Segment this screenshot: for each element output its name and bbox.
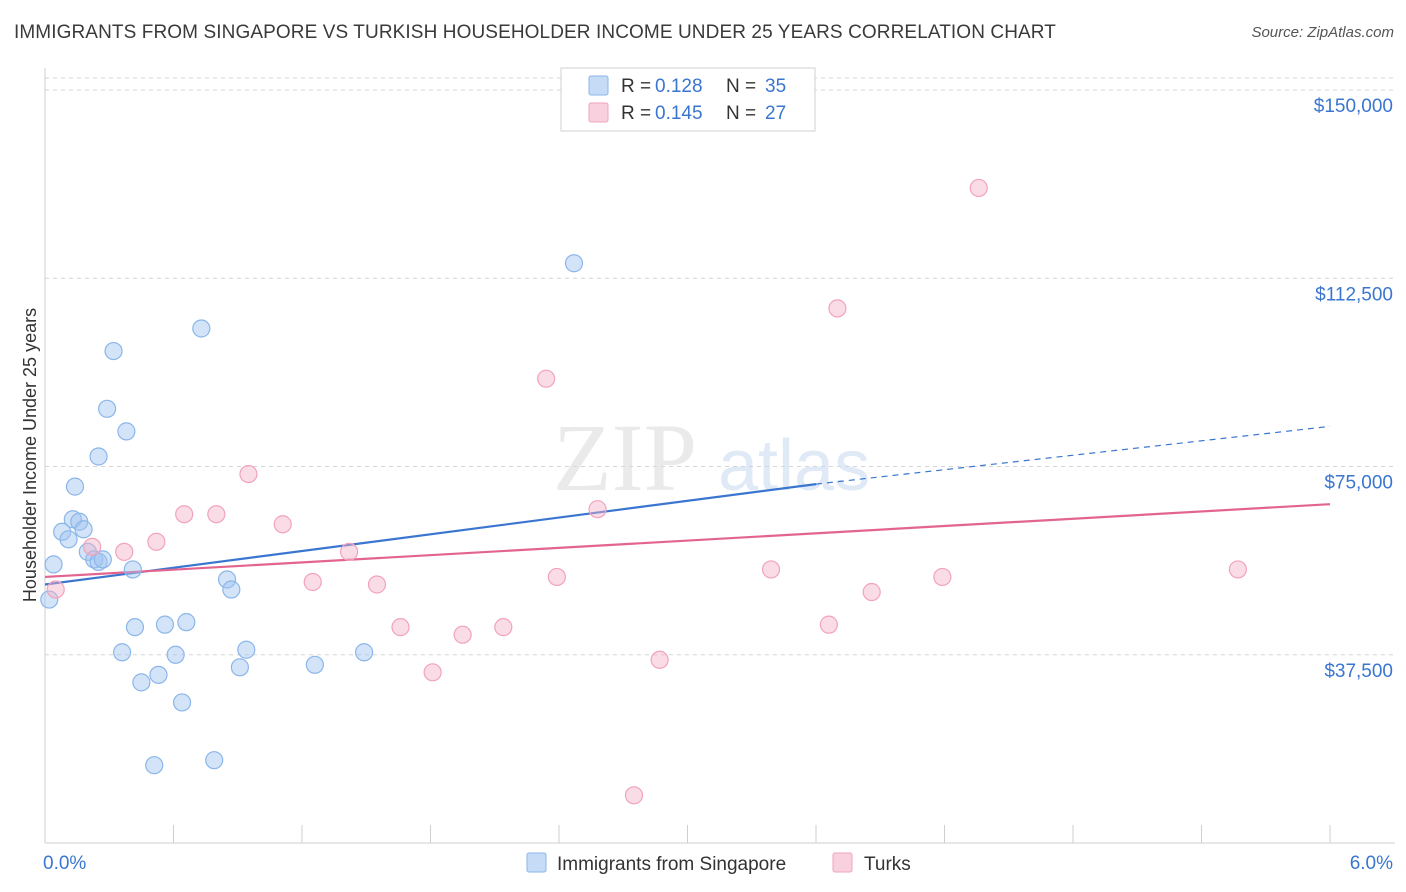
point-blue [172, 693, 192, 712]
point-blue [237, 640, 256, 659]
point-blue [93, 550, 112, 569]
series-legend-label-turks: Turks [864, 854, 911, 875]
point-pink [453, 625, 472, 644]
point-pink [207, 505, 226, 524]
y-tick-label: $75,000 [1324, 473, 1393, 494]
point-pink [624, 786, 644, 805]
trend-line-blue [44, 483, 817, 586]
point-blue [205, 751, 224, 770]
point-pink [588, 500, 607, 519]
point-blue [65, 477, 85, 496]
x-tick-label: 6.0% [1350, 853, 1393, 874]
trend-line-extension-blue [815, 425, 1331, 485]
point-pink [819, 615, 838, 634]
point-blue [149, 665, 168, 684]
point-pink [83, 537, 102, 556]
point-blue [222, 580, 241, 599]
point-blue [145, 756, 164, 775]
y-tick-label: $112,500 [1315, 284, 1393, 305]
point-blue [89, 447, 108, 466]
y-tick-label: $37,500 [1324, 661, 1393, 682]
legend-r-value: 0.145 [655, 103, 703, 124]
point-blue [117, 422, 136, 441]
trend-line-pink [44, 503, 1331, 579]
point-pink [340, 542, 359, 561]
point-pink [367, 575, 387, 594]
watermark-zip: ZIP [553, 404, 697, 511]
gridlines [45, 77, 1395, 656]
point-blue [40, 590, 59, 609]
point-pink [547, 567, 566, 587]
point-pink [423, 663, 442, 682]
point-pink [650, 650, 669, 669]
point-pink [494, 618, 513, 637]
legend-n-value: 35 [765, 76, 786, 97]
point-blue [305, 655, 324, 674]
point-pink [969, 178, 988, 198]
point-blue [564, 254, 584, 273]
point-pink [761, 560, 781, 579]
series-legend: Immigrants from Singapore Turks [526, 852, 911, 875]
legend-n-label: N = [726, 76, 756, 97]
point-pink [115, 542, 134, 561]
legend-swatch-pink [588, 102, 609, 123]
point-pink [46, 580, 65, 599]
legend-r-value: 0.128 [655, 76, 703, 97]
series-legend-swatch-turks [832, 852, 853, 873]
point-blue [355, 643, 374, 662]
point-blue [98, 399, 117, 418]
axes [44, 68, 1395, 844]
legend-swatch-blue [588, 75, 609, 96]
point-blue [177, 613, 196, 632]
series-legend-label-singapore: Immigrants from Singapore [557, 854, 786, 875]
legend-n-value: 27 [765, 103, 786, 124]
point-blue [74, 520, 93, 539]
y-axis-label: Householder Income Under 25 years [20, 308, 40, 602]
legend-n-label: N = [726, 103, 756, 124]
series-legend-swatch-singapore [526, 852, 547, 873]
x-tick-labels: 0.0% 6.0% [43, 853, 1393, 874]
stats-legend: R = 0.128 N = 35 R = 0.145 N = 27 [560, 67, 816, 132]
trend-lines [44, 425, 1331, 586]
point-pink [933, 567, 952, 587]
point-blue [59, 530, 78, 549]
y-tick-label: $150,000 [1314, 96, 1393, 117]
point-pink [273, 515, 292, 534]
point-blue [217, 570, 237, 589]
chart-title: IMMIGRANTS FROM SINGAPORE VS TURKISH HOU… [14, 22, 1056, 43]
point-pink [147, 532, 166, 551]
point-pink [537, 369, 556, 388]
point-blue [166, 645, 185, 664]
point-pink [862, 582, 881, 602]
point-blue [123, 560, 142, 579]
point-blue [155, 615, 175, 634]
point-pink [391, 618, 410, 637]
point-blue [112, 643, 132, 662]
point-blue [53, 522, 72, 541]
point-blue [192, 319, 211, 338]
point-blue [230, 658, 249, 677]
source-label: Source: ZipAtlas.com [1251, 24, 1394, 41]
point-pink [175, 505, 194, 524]
point-pink [303, 572, 322, 592]
point-blue [44, 555, 63, 574]
data-points [40, 178, 1248, 805]
point-pink [239, 464, 258, 484]
point-blue [125, 618, 145, 637]
y-tick-labels: $37,500 $75,000 $112,500 $150,000 [1314, 96, 1393, 682]
point-pink [1228, 560, 1248, 579]
legend-r-label: R = [621, 76, 651, 97]
point-blue [104, 341, 123, 361]
point-pink [828, 299, 847, 318]
x-tick-label: 0.0% [43, 853, 86, 874]
legend-r-label: R = [621, 103, 651, 124]
point-blue [132, 673, 151, 692]
watermark: ZIP atlas [553, 404, 870, 511]
